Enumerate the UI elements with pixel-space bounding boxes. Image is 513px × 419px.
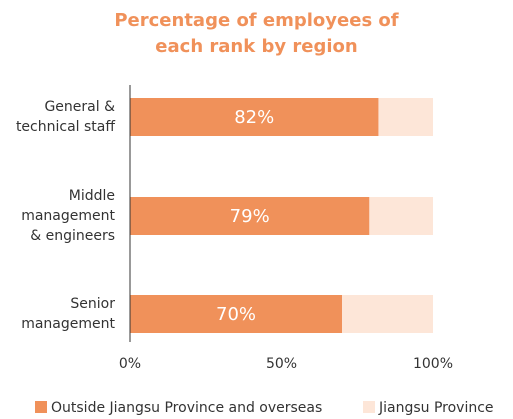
chart-title: Percentage of employees of each rank by … xyxy=(114,10,399,57)
bar-segment xyxy=(130,98,379,136)
bar-segment xyxy=(342,295,433,333)
legend-label: Outside Jiangsu Province and overseas xyxy=(51,400,322,416)
value-label: 21% xyxy=(381,206,421,227)
legend-swatch xyxy=(35,401,47,413)
legend-swatch xyxy=(363,401,375,413)
bar-segment xyxy=(369,197,433,235)
value-label: 30% xyxy=(368,304,408,325)
category-label: Middle management & engineers xyxy=(21,188,115,244)
x-tick-label: 100% xyxy=(413,356,453,372)
value-label: 18% xyxy=(386,107,426,128)
value-label: 70% xyxy=(216,304,256,325)
bar-segment xyxy=(378,98,433,136)
bar-segment xyxy=(130,197,370,235)
category-label: Senior management xyxy=(21,296,115,332)
category-label: General & technical staff xyxy=(15,99,115,135)
x-tick-label: 50% xyxy=(266,356,297,372)
value-label: 82% xyxy=(234,107,274,128)
legend-label: Jiangsu Province xyxy=(378,400,494,416)
value-label: 79% xyxy=(230,206,270,227)
x-tick-label: 0% xyxy=(119,356,141,372)
bar-segment xyxy=(130,295,343,333)
